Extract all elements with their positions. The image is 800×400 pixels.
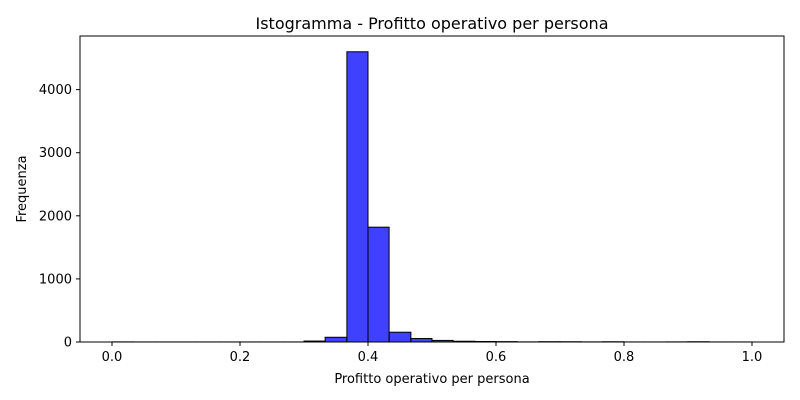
chart-title: Istogramma - Profitto operativo per pers… <box>255 14 608 33</box>
y-tick-label: 0 <box>64 336 72 351</box>
x-axis-label: Profitto operativo per persona <box>334 372 529 387</box>
histogram-bar <box>410 338 433 343</box>
histogram-bar <box>367 226 390 343</box>
x-tick-label: 0.2 <box>230 350 251 365</box>
x-tick-label: 0.0 <box>102 350 123 365</box>
x-tick-label: 1.0 <box>742 350 763 365</box>
x-tick-label: 0.4 <box>358 350 379 365</box>
y-tick-label: 3000 <box>39 146 72 161</box>
x-tick-label: 0.8 <box>614 350 635 365</box>
x-tick-label: 0.6 <box>486 350 507 365</box>
y-tick-label: 2000 <box>39 209 72 224</box>
y-ticks-group: 0 1000 2000 3000 4000 <box>39 83 80 351</box>
x-ticks-group: 0.0 0.2 0.4 0.6 0.8 1.0 <box>102 342 763 365</box>
histogram-bar <box>346 51 369 343</box>
histogram-bar <box>324 336 348 343</box>
plot-frame <box>79 35 785 343</box>
y-tick-label: 4000 <box>39 83 72 98</box>
histogram-bar <box>388 331 412 343</box>
y-axis-label: Frequenza <box>15 155 30 222</box>
y-tick-label: 1000 <box>39 272 72 287</box>
